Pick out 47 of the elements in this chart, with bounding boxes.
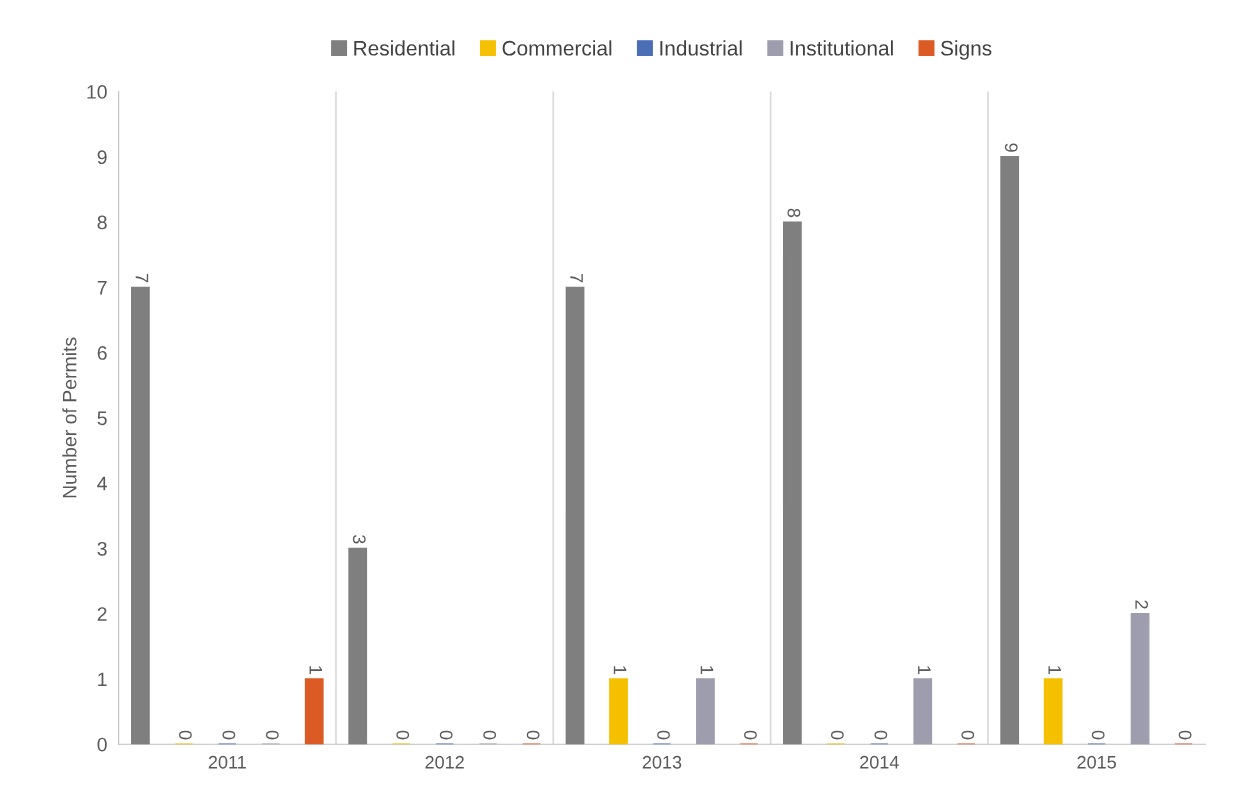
y-tick-label: 4 <box>97 476 107 491</box>
y-tick-label: 1 <box>98 672 107 687</box>
data-label: 0 <box>439 730 453 740</box>
x-tick-label: 2015 <box>1077 755 1116 769</box>
data-label: 1 <box>700 666 714 674</box>
legend-label: Industrial <box>660 40 742 56</box>
data-label: 7 <box>135 274 149 283</box>
data-label: 0 <box>396 730 410 740</box>
legend-label: Commercial <box>502 40 612 56</box>
data-label: 0 <box>526 730 540 740</box>
x-tick-label: 2011 <box>208 755 246 769</box>
y-tick-label: 5 <box>97 411 107 426</box>
y-axis-title: Number of Permits <box>62 337 77 498</box>
data-label: 0 <box>830 730 844 740</box>
data-label: 0 <box>874 730 888 740</box>
y-tick-label: 2 <box>97 607 107 621</box>
data-label: 0 <box>657 730 670 740</box>
legend-label: Residential <box>354 40 455 56</box>
x-tick-label: 2013 <box>642 755 682 769</box>
data-label: 9 <box>1004 143 1018 152</box>
data-label: 3 <box>352 534 366 544</box>
data-label: 0 <box>265 730 279 740</box>
data-label: 1 <box>918 666 931 674</box>
x-tick-label: 2014 <box>860 755 899 769</box>
y-tick-label: 0 <box>97 737 107 752</box>
data-label: 1 <box>1048 666 1061 674</box>
data-label: 0 <box>744 730 757 740</box>
y-tick-label: 7 <box>97 281 107 295</box>
data-label: 0 <box>179 730 192 740</box>
data-label: 0 <box>483 730 497 740</box>
data-label: 8 <box>787 208 801 218</box>
y-tick-label: 6 <box>97 346 107 360</box>
y-tick-label: 10 <box>87 85 107 99</box>
data-label: 7 <box>570 274 583 283</box>
data-label: 1 <box>613 666 627 674</box>
data-label: 0 <box>961 730 975 740</box>
y-tick-label: 3 <box>97 541 107 556</box>
data-label: 2 <box>1135 600 1149 609</box>
data-label: 0 <box>1091 730 1105 740</box>
x-tick-label: 2012 <box>425 755 464 769</box>
data-label: 0 <box>222 730 236 740</box>
legend-label: Institutional <box>790 40 893 56</box>
data-label: 1 <box>309 666 322 674</box>
y-tick-label: 8 <box>97 215 107 230</box>
data-label: 0 <box>1178 730 1192 740</box>
y-tick-label: 9 <box>97 150 107 165</box>
legend-label: Signs <box>940 40 992 60</box>
